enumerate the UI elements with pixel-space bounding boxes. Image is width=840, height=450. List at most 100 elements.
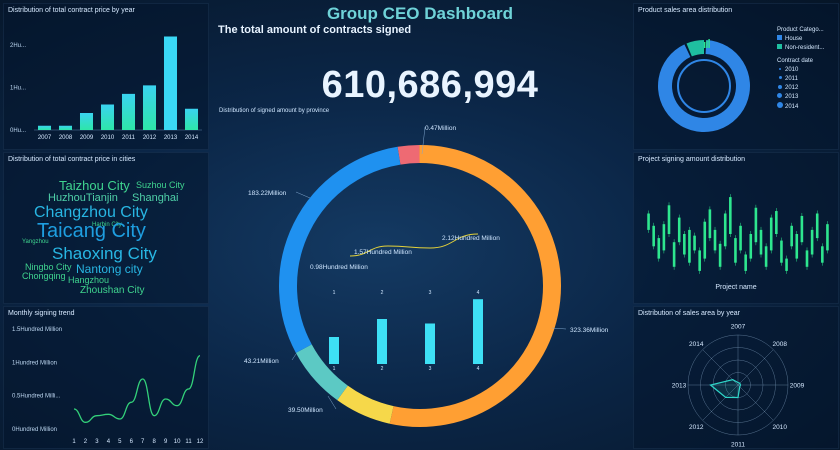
panel-by-year: Distribution of total contract price by … — [3, 3, 209, 150]
slice-label: 39.50Million — [288, 407, 323, 414]
legend-item[interactable]: 2010 — [777, 66, 824, 75]
inner-bar-tick: 2 — [381, 366, 384, 372]
province-slice — [337, 385, 394, 424]
project-candle — [698, 250, 701, 271]
sales-area-donut — [658, 39, 750, 132]
area-slice — [686, 40, 704, 57]
y-tick-label: 1Hundred Million — [12, 360, 57, 366]
year-bar — [142, 85, 157, 130]
project-candle — [672, 242, 676, 267]
project-candle — [647, 213, 650, 230]
legend-label: 2011 — [785, 76, 798, 82]
x-tick-label: 1 — [72, 439, 76, 445]
project-candle — [677, 217, 681, 243]
sales-year-radar: 2007 2008 2009 2010 2011 2012 2013 2014 — [672, 324, 805, 449]
panel-title: Monthly signing trend — [8, 310, 75, 317]
legend: Product Catego... House Non-resident... … — [777, 26, 824, 112]
legend-label: 2010 — [785, 67, 799, 73]
legend-item[interactable]: 2014 — [777, 102, 824, 112]
y-tick-label: 1.5Hundred Million — [12, 327, 62, 333]
x-tick-label: 2 — [84, 439, 88, 445]
slice-leader — [421, 126, 426, 155]
project-candle — [754, 207, 758, 243]
legend-item[interactable]: House — [777, 35, 824, 44]
year-bar — [79, 113, 94, 130]
project-candle — [693, 235, 696, 251]
project-candle — [769, 217, 773, 251]
slice-label: 43.21Million — [244, 358, 279, 365]
year-bar — [37, 125, 52, 130]
project-candle — [800, 215, 804, 243]
project-candle — [749, 234, 753, 259]
panel-cities: Distribution of total contract price in … — [3, 152, 209, 304]
legend-dot — [779, 68, 781, 70]
project-candle — [729, 197, 732, 234]
x-tick-label: 2008 — [59, 135, 73, 141]
legend-label: 2012 — [785, 85, 799, 91]
project-candle — [683, 234, 686, 255]
inner-bar — [473, 299, 483, 364]
panel-project: Project signing amount distribution Proj… — [633, 152, 839, 304]
project-candle — [785, 258, 788, 271]
cloud-word: Zhoushan City — [80, 285, 145, 296]
cloud-word: Yangzhou — [22, 239, 49, 245]
slice-label: 323.36Million — [570, 327, 609, 334]
dashboard-subtitle: The total amount of contracts signed — [218, 24, 412, 36]
year-bar — [163, 36, 178, 130]
monthly-line-chart: 1.5Hundred Million 1Hundred Million 0.5Hun… — [12, 327, 204, 445]
province-slice — [295, 344, 348, 401]
project-candle — [744, 254, 747, 271]
project-candle-chart: Project name — [647, 194, 829, 291]
legend-item[interactable]: Non-resident... — [777, 44, 824, 53]
total-amount: 610,686,994 — [321, 64, 539, 106]
legend-title: Contract date — [777, 58, 814, 64]
x-tick-label: 2010 — [101, 135, 115, 141]
slice-leader — [291, 353, 297, 361]
cloud-word: Ningbo City — [25, 262, 72, 272]
legend-item[interactable]: 2012 — [777, 84, 824, 93]
project-candle — [759, 229, 763, 255]
project-candle — [708, 209, 712, 239]
legend-label: Non-resident... — [785, 45, 825, 51]
cloud-word: Chongqing — [22, 271, 66, 281]
x-tick-label: 8 — [153, 439, 157, 445]
panel-title: Distribution of total contract price in … — [8, 156, 136, 163]
inner-bar-label: 3 — [429, 290, 432, 296]
legend-item[interactable]: 2011 — [777, 75, 824, 84]
radar-axis-label: 2008 — [772, 341, 787, 348]
x-tick-label: 9 — [164, 439, 168, 445]
x-tick-label: 4 — [107, 439, 111, 445]
project-candle — [657, 238, 661, 259]
legend-label: 2013 — [785, 94, 799, 100]
legend-swatch — [777, 35, 782, 40]
slice-leader — [551, 327, 567, 330]
cloud-word: Shaoxing City — [52, 244, 157, 263]
cloud-word: Suzhou City — [136, 180, 185, 190]
legend-dot — [779, 76, 782, 79]
inner-bar-tick: 3 — [429, 366, 432, 372]
radar-axis-label: 2014 — [689, 341, 704, 348]
x-tick-label: 6 — [130, 439, 134, 445]
inner-bar-tick: 4 — [477, 366, 480, 372]
area-mini-bar — [706, 40, 708, 48]
year-bar — [58, 125, 73, 130]
x-tick-label: 7 — [141, 439, 145, 445]
project-candle — [810, 229, 814, 255]
cloud-word: Taicang City — [37, 220, 146, 242]
x-tick-label: 2013 — [164, 135, 178, 141]
radar-spoke — [737, 349, 774, 386]
project-candle — [713, 229, 717, 251]
radar-axis-label: 2012 — [689, 424, 704, 431]
panel-title: Product sales area distribution — [638, 7, 733, 14]
x-tick-label: 2014 — [185, 135, 199, 141]
project-candle — [826, 224, 829, 251]
x-tick-label: 2009 — [80, 135, 94, 141]
inner-bar — [377, 319, 387, 364]
area-mini-bar — [708, 39, 710, 48]
radar-spoke — [702, 384, 739, 421]
x-tick-label: 12 — [197, 439, 204, 445]
legend-item[interactable]: 2013 — [777, 93, 824, 102]
slice-leader — [327, 395, 337, 410]
project-candle — [790, 225, 793, 247]
